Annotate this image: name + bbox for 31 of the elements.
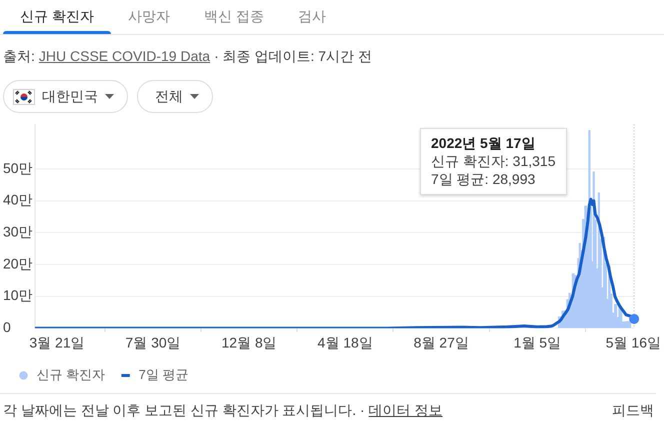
x-tick-label: 7월 30일	[125, 334, 181, 350]
text: JHU CSSE COVID-19 Data	[38, 48, 210, 66]
legend-label: 7일 평균	[138, 367, 188, 382]
y-tick-label: 50만	[3, 160, 33, 176]
y-tick-label: 0	[3, 319, 11, 336]
x-tick-label: 3월 21일	[29, 334, 85, 350]
text: 데이터 정보	[368, 402, 443, 420]
annotation: 7일 평균: 28,993	[431, 170, 536, 188]
y-tick-label: 40만	[3, 192, 33, 208]
text: 각 날짜에는 전날 이후 보고된 신규 확진자가 표시됩니다. ·	[3, 402, 365, 420]
y-tick-label: 10만	[3, 287, 33, 304]
dropdown: 대한민국	[3, 80, 128, 113]
x-tick-label: 4월 18일	[318, 334, 373, 350]
text: 피드백	[612, 402, 654, 418]
x-tick-label: 12월 8일	[221, 334, 277, 350]
text: 백신 접종	[202, 8, 265, 26]
text: · 최종 업데이트: 7시간 전	[214, 48, 372, 66]
source-note: 출처:	[3, 48, 35, 66]
annotation: 2022년 5월 17일	[431, 134, 536, 152]
dropdown: 전체	[137, 80, 213, 113]
x-tick-label: 5월 16일	[606, 334, 661, 350]
y-tick-label: 20만	[3, 255, 33, 272]
x-tick-label: 1월 5일	[514, 334, 562, 350]
chart-title: 신규 확진자	[20, 8, 94, 26]
text: 검사	[296, 8, 327, 26]
text: 사망자	[126, 8, 171, 26]
y-tick-label: 30만	[3, 224, 33, 240]
tooltip: 2022년 5월 17일 신규 확진자: 31,315 7일 평균: 28,993	[420, 128, 566, 195]
legend-label: 신규 확진자	[36, 367, 106, 382]
annotation: 신규 확진자: 31,315	[431, 152, 556, 170]
x-tick-label: 8월 27일	[414, 334, 469, 350]
